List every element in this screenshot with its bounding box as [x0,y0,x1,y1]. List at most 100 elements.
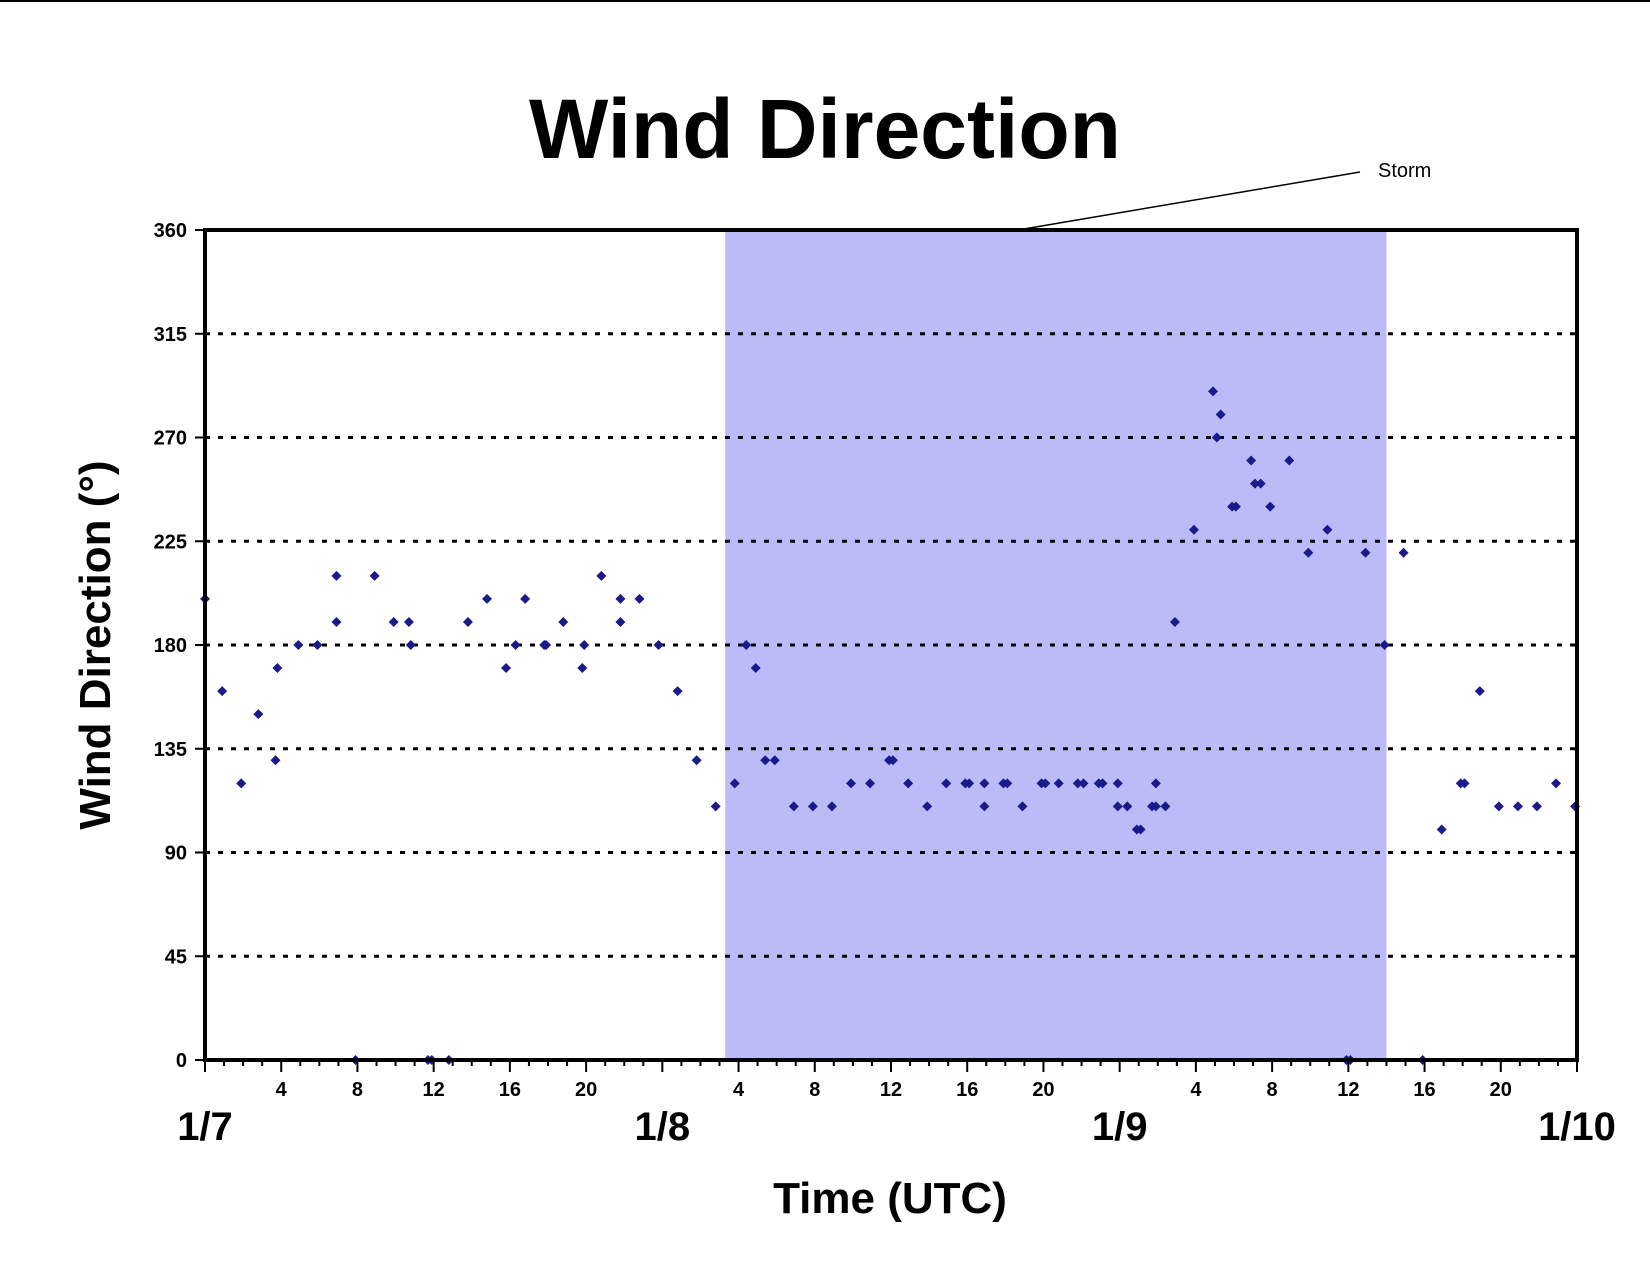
data-point [1436,824,1447,835]
data-point [1112,801,1123,812]
y-tick-label: 90 [165,843,187,865]
y-tick-label: 0 [176,1050,187,1072]
data-point [1284,455,1295,466]
data-point [1208,386,1219,397]
data-point [672,686,683,697]
y-tick-label: 315 [154,324,187,346]
data-point [1360,547,1371,558]
x-hour-tick-label: 16 [499,1079,521,1101]
storm-annotation-line [1017,171,1361,231]
data-point [615,616,626,627]
data-point [788,801,799,812]
data-point [1122,801,1133,812]
y-tick-label: 270 [154,428,187,450]
data-point [1017,801,1028,812]
data-point [1150,778,1161,789]
x-day-label: 1/9 [1092,1105,1148,1149]
plot-area [200,228,1581,1065]
data-point [520,593,531,604]
data-point [1246,455,1257,466]
data-point [634,593,645,604]
data-point [577,663,588,674]
data-point [964,778,975,789]
data-point [1531,801,1542,812]
storm-shading [725,230,1387,1060]
data-point [710,801,721,812]
data-point [1188,524,1199,535]
data-point [741,640,752,650]
x-hour-tick-label: 4 [733,1079,745,1101]
x-hour-tick-label: 16 [1413,1079,1435,1101]
data-point [1160,801,1171,812]
data-point [979,778,990,789]
data-point [865,778,876,789]
data-point [270,755,281,766]
data-point [541,640,552,650]
x-hour-tick-label: 8 [809,1079,820,1101]
data-point [1474,686,1485,697]
data-point [760,755,771,766]
data-point [769,755,780,766]
data-point [887,755,898,766]
data-point [272,663,283,674]
y-tick-label: 360 [154,220,187,242]
data-point [922,801,933,812]
data-point [1053,778,1064,789]
data-point [388,616,399,627]
data-point [596,570,607,581]
data-point [405,640,416,650]
chart-title: Wind Direction [529,82,1121,176]
data-point [236,778,247,789]
data-point [729,778,740,789]
data-point [217,686,228,697]
data-point [653,640,664,650]
data-point [1493,801,1504,812]
data-point [1040,778,1051,789]
x-day-label: 1/10 [1538,1105,1616,1149]
y-axis-label: Wind Direction (°) [71,460,120,829]
data-point [1230,501,1241,512]
data-point [579,640,590,650]
data-point [1265,501,1276,512]
data-point [1169,616,1180,627]
x-hour-tick-label: 12 [880,1079,902,1101]
data-points [200,386,1581,1065]
x-day-label: 1/7 [177,1105,233,1149]
data-point [903,778,914,789]
data-point [1459,778,1470,789]
data-point [941,778,952,789]
data-point [1078,778,1089,789]
data-point [1551,778,1562,789]
data-point [1097,778,1108,789]
data-point [501,663,512,674]
data-point [462,616,473,627]
data-point [1211,432,1222,443]
data-point [1112,778,1123,789]
data-point [253,709,264,720]
x-hour-tick-label: 12 [1337,1079,1359,1101]
x-hour-tick-label: 4 [1190,1079,1202,1101]
x-hour-tick-label: 20 [575,1079,597,1101]
x-day-label: 1/8 [635,1105,691,1149]
data-point [369,570,380,581]
data-point [293,640,304,650]
x-hour-tick-label: 20 [1490,1079,1512,1101]
data-point [691,755,702,766]
data-point [1249,478,1260,489]
x-hour-tick-label: 20 [1032,1079,1054,1101]
top-border [0,0,1650,2]
y-tick-label: 180 [154,635,187,657]
x-hour-tick-label: 16 [956,1079,978,1101]
y-tick-label: 45 [165,946,187,968]
data-point [1255,478,1266,489]
x-hour-tick-label: 4 [276,1079,288,1101]
y-axis: 0 45 90 135 180 225 270 315 360 [154,220,205,1072]
data-point [510,640,521,650]
data-point [1512,801,1523,812]
data-point [1215,409,1226,420]
data-point [558,616,569,627]
x-axis-label: Time (UTC) [773,1174,1007,1223]
y-tick-label: 135 [154,739,187,761]
data-point [1398,547,1409,558]
